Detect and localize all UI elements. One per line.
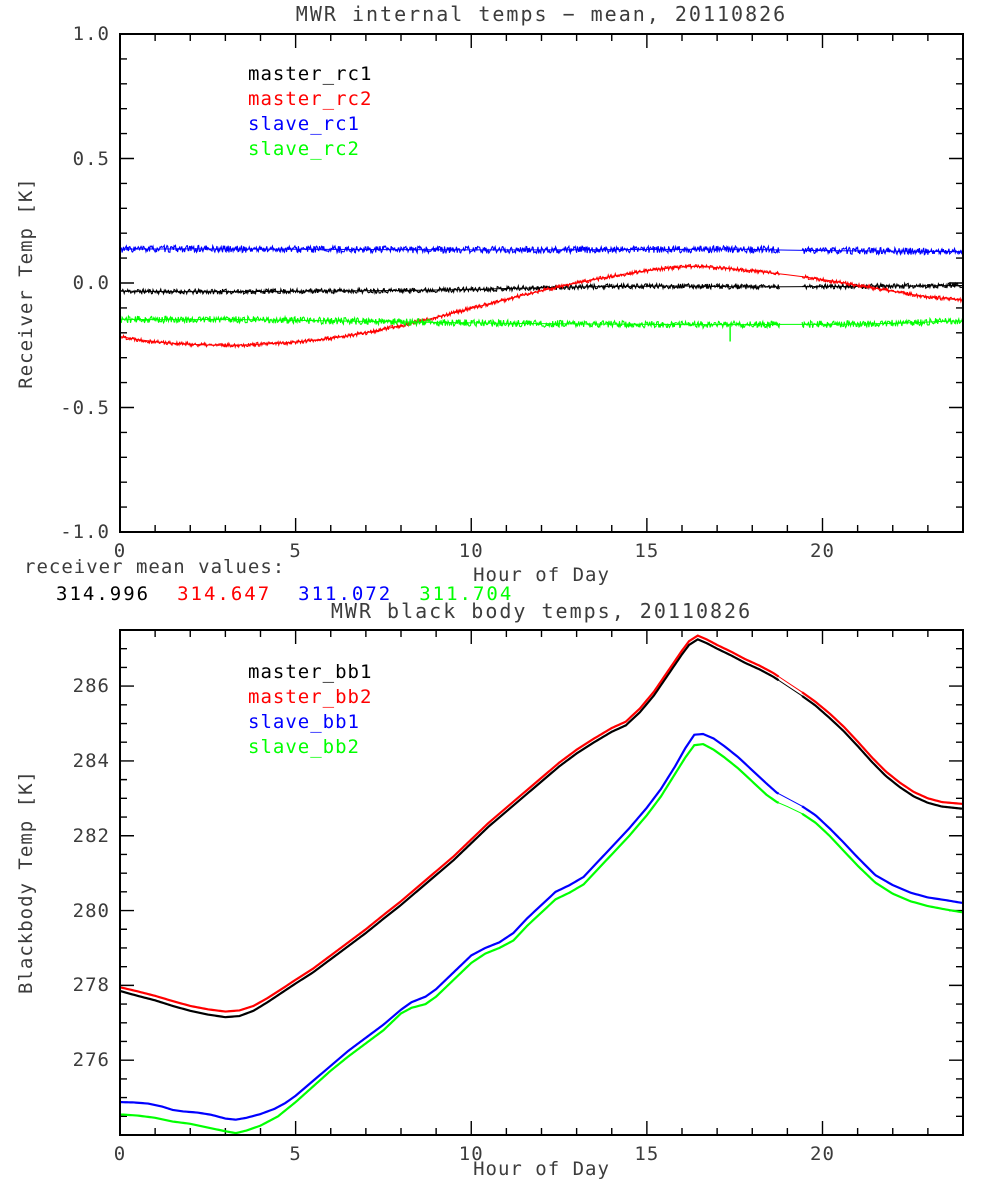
slave_rc1-segment (120, 243, 780, 256)
plot1-ytick--0.5: -0.5 (60, 396, 110, 419)
plot1-xtick-5: 5 (289, 540, 302, 562)
plot1-xtick-10: 10 (458, 540, 484, 562)
master_bb1-segment (801, 695, 963, 810)
plot2-frame (119, 629, 964, 1136)
receiver-mean-value-1: 314.996 (56, 583, 151, 605)
plot2-ticks (119, 629, 964, 1136)
plot2-xtick-0: 0 (113, 1143, 127, 1165)
master_rc1-segment (802, 281, 963, 291)
plot2-xtick-15: 15 (634, 1143, 660, 1165)
legend-entry-master_bb2: master_bb2 (248, 686, 373, 708)
plot1-frame (119, 33, 964, 533)
master_bb2-base (120, 635, 963, 1013)
slave_bb2-base (120, 743, 963, 1134)
slave_bb1-segment (120, 732, 780, 1121)
master_rc1-segment (120, 281, 781, 296)
master_bb2-segment (801, 691, 963, 805)
slave_rc1-line (120, 243, 963, 257)
plot2-x-axis-label: Hour of Day (473, 1158, 610, 1180)
slave_rc1-segment (801, 245, 963, 257)
plot2-ytick-282: 282 (72, 824, 110, 847)
plot2-legend: master_bb1 master_bb2 slave_bb1 slave_bb2 (248, 660, 372, 760)
plot2-ytick-284: 284 (72, 749, 110, 772)
plot2-xtick-5: 5 (289, 1143, 302, 1165)
master_rc1-line (120, 281, 963, 296)
plot2-y-axis-label: Blackbody Temp [K] (15, 770, 37, 994)
plot2-ytick-278: 278 (72, 974, 110, 997)
legend-entry-slave_rc1: slave_rc1 (248, 113, 360, 135)
slave_bb1-base (120, 733, 963, 1121)
legend-entry-slave_bb1: slave_bb1 (248, 711, 360, 733)
plot1-xtick-0: 0 (113, 540, 127, 562)
receiver-mean-value-2: 314.647 (177, 583, 272, 605)
plot2-ytick-286: 286 (72, 675, 110, 698)
slave_bb2-line (120, 742, 963, 1135)
master_rc2-segment (120, 263, 781, 349)
slave_bb2-segment (120, 742, 780, 1135)
slave_rc2-line (120, 314, 963, 330)
slave_bb1-segment (801, 805, 963, 904)
master_bb1-segment (120, 638, 780, 1019)
plot1-xtick-20: 20 (810, 540, 835, 562)
plot2-xtick-10: 10 (458, 1143, 484, 1165)
plot2-title: MWR black body temps, 20110826 (330, 599, 753, 623)
legend-entry-master_rc2: master_rc2 (248, 88, 373, 110)
receiver-mean-values-row: 314.996 314.647 311.072 311.704 (56, 583, 513, 605)
plot1-ticks (119, 33, 964, 533)
slave_rc2-segment (801, 316, 963, 329)
master_bb1-line (120, 638, 963, 1019)
legend-entry-master_rc1: master_rc1 (248, 63, 373, 85)
plot1-title: MWR internal temps − mean, 20110826 (295, 2, 788, 26)
receiver-mean-value-4: 311.704 (419, 583, 514, 605)
plot1-group (119, 33, 964, 533)
master_bb2-segment (120, 634, 780, 1013)
master_rc2-segment (801, 273, 963, 304)
slave_bb1-line (120, 732, 963, 1121)
plot1-ytick-1.0: 1.0 (72, 23, 110, 45)
plot1-xtick-15: 15 (634, 540, 660, 562)
plot1-ytick-0.0: 0.0 (72, 272, 110, 294)
plot2-ytick-280: 280 (72, 899, 110, 922)
master_rc2-line (120, 263, 963, 349)
receiver-mean-value-3: 311.072 (298, 583, 393, 605)
plot1-legend: master_rc1 master_rc2 slave_rc1 slave_rc2 (248, 62, 372, 162)
legend-entry-slave_rc2: slave_rc2 (248, 138, 360, 160)
plot1-x-axis-label: Hour of Day (473, 564, 610, 586)
plot1-ytick--1.0: -1.0 (60, 521, 110, 543)
receiver-mean-values-label: receiver mean values: (24, 556, 286, 578)
legend-entry-slave_bb2: slave_bb2 (248, 736, 360, 758)
master_bb1-base (120, 638, 963, 1018)
slave_bb2-segment (801, 812, 963, 914)
master_rc2-base (120, 265, 963, 346)
slave_rc2-segment (120, 314, 781, 330)
plot2-xtick-20: 20 (810, 1143, 835, 1165)
plot2-group (119, 629, 964, 1136)
plot2-ytick-276: 276 (72, 1049, 110, 1072)
plot1-ytick-0.5: 0.5 (72, 147, 110, 170)
legend-entry-master_bb1: master_bb1 (248, 661, 373, 683)
master_bb2-line (120, 634, 963, 1013)
